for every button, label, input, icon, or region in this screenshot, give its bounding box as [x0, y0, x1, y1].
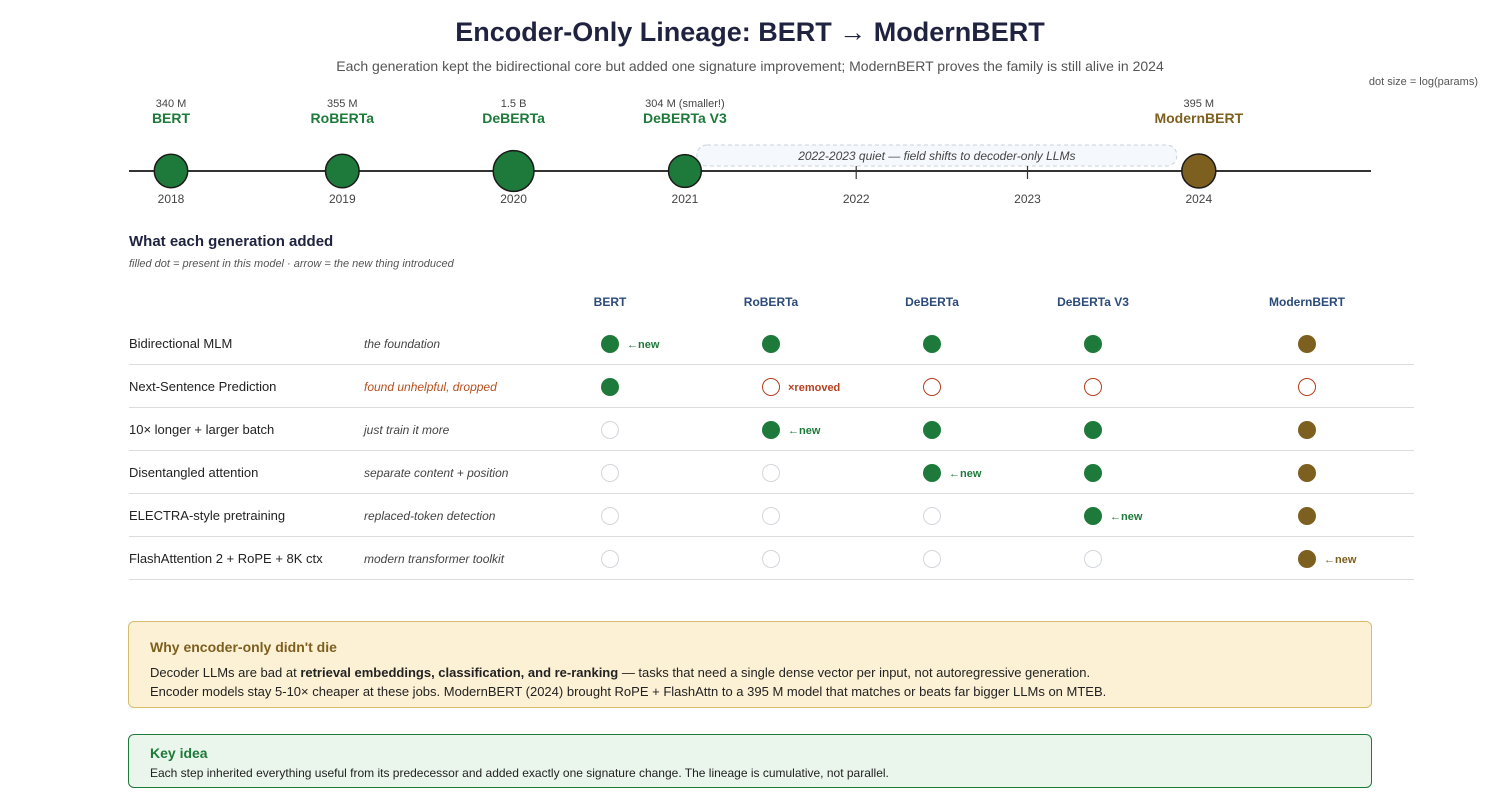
model-name-label: BERT	[152, 110, 191, 126]
feature-dot	[601, 507, 619, 525]
year-label: 2020	[500, 192, 527, 206]
feature-dot	[762, 378, 780, 396]
model-params-label: 355 M	[327, 98, 358, 110]
feature-dot	[923, 378, 941, 396]
table-row: Disentangled attention separate content +…	[129, 451, 1414, 494]
why-text-post: — tasks that need a single dense vector …	[618, 665, 1091, 680]
removed-tag: ×removed	[788, 382, 841, 394]
model-name-label: ModernBERT	[1154, 110, 1243, 126]
feature-dot	[762, 421, 780, 439]
key-idea-box: Key idea Each step inherited everything …	[128, 734, 1372, 788]
year-label: 2024	[1185, 192, 1212, 206]
row-note: just train it more	[364, 423, 450, 437]
feature-dot	[601, 464, 619, 482]
model-dot	[153, 153, 189, 189]
table-row: Bidirectional MLM the foundation ←new	[129, 322, 1414, 365]
feature-dot	[923, 464, 941, 482]
feature-dot	[601, 550, 619, 568]
new-tag: ←new	[1324, 554, 1357, 566]
model-dot	[324, 153, 360, 189]
column-header: RoBERTa	[743, 295, 799, 309]
feature-dot	[923, 335, 941, 353]
feature-dot	[762, 464, 780, 482]
row-note: the foundation	[364, 337, 441, 351]
column-header: BERT	[593, 295, 627, 309]
feature-dot	[1084, 421, 1102, 439]
dot-size-legend: dot size = log(params)	[1368, 76, 1478, 88]
model-name-label: RoBERTa	[311, 110, 375, 126]
feature-dot	[1084, 378, 1102, 396]
column-header: ModernBERT	[1269, 295, 1345, 309]
model-name-label: DeBERTa V3	[643, 110, 727, 126]
key-idea-title: Key idea	[150, 745, 208, 761]
new-tag: ←new	[627, 339, 660, 351]
page-subtitle: Each generation kept the bidirectional c…	[336, 58, 1164, 74]
key-idea-text: Each step inherited everything useful fr…	[150, 766, 889, 780]
timeline-diagram: 2022-2023 quiet — field shifts to decode…	[129, 98, 1371, 206]
year-label: 2022	[843, 192, 870, 206]
generations-title: What each generation added	[129, 233, 334, 250]
feature-dot	[1298, 378, 1316, 396]
feature-dot	[1084, 507, 1102, 525]
year-label: 2018	[158, 192, 185, 206]
model-dot	[1181, 153, 1217, 189]
row-label: ELECTRA-style pretraining	[129, 508, 286, 523]
table-row: Next-Sentence Prediction found unhelpful,…	[129, 365, 1414, 408]
why-encoder-line-1: Decoder LLMs are bad at retrieval embedd…	[150, 663, 1350, 682]
why-text-bold: retrieval embeddings, classification, an…	[300, 665, 619, 680]
row-label: Disentangled attention	[129, 465, 259, 480]
feature-dot	[1298, 335, 1316, 353]
feature-dot	[1084, 335, 1102, 353]
feature-dot	[1298, 464, 1316, 482]
feature-dot	[923, 550, 941, 568]
table-row: FlashAttention 2 + RoPE + 8K ctx modern t…	[129, 537, 1414, 580]
gap-note-text: 2022-2023 quiet — field shifts to decode…	[797, 149, 1075, 163]
column-header: DeBERTa V3	[1057, 295, 1129, 309]
feature-dot	[1298, 550, 1316, 568]
feature-dot	[1084, 464, 1102, 482]
feature-dot	[1298, 507, 1316, 525]
row-label: Next-Sentence Prediction	[129, 379, 277, 394]
new-tag: ←new	[788, 425, 821, 437]
model-dot	[667, 153, 703, 189]
row-note: replaced-token detection	[364, 509, 496, 523]
year-label: 2023	[1014, 192, 1041, 206]
feature-dot	[923, 421, 941, 439]
feature-dot	[1298, 421, 1316, 439]
feature-dot	[1084, 550, 1102, 568]
model-params-label: 395 M	[1184, 98, 1215, 110]
model-params-label: 340 M	[156, 98, 187, 110]
feature-dot	[762, 507, 780, 525]
model-params-label: 1.5 B	[501, 98, 527, 110]
why-text-pre: Decoder LLMs are bad at	[150, 665, 301, 680]
row-label: 10× longer + larger batch	[129, 422, 275, 437]
feature-dot	[601, 421, 619, 439]
row-note: found unhelpful, dropped	[364, 380, 497, 394]
why-encoder-title: Why encoder-only didn't die	[150, 639, 337, 655]
page-title: Encoder-Only Lineage: BERT → ModernBERT	[455, 17, 1045, 47]
why-encoder-box: Why encoder-only didn't die Decoder LLMs…	[128, 621, 1372, 708]
feature-dot	[762, 550, 780, 568]
feature-dot	[601, 335, 619, 353]
why-encoder-line-2: Encoder models stay 5-10× cheaper at the…	[150, 684, 1107, 699]
model-params-label: 304 M (smaller!)	[645, 98, 724, 110]
feature-dot	[601, 378, 619, 396]
model-dot	[492, 149, 535, 193]
generations-note: filled dot = present in this model · arr…	[129, 258, 454, 270]
row-label: Bidirectional MLM	[129, 336, 233, 351]
feature-dot	[762, 335, 780, 353]
table-row: 10× longer + larger batch just train it m…	[129, 408, 1414, 451]
table-row: ELECTRA-style pretraining replaced-token …	[129, 494, 1414, 537]
row-label: FlashAttention 2 + RoPE + 8K ctx	[129, 551, 323, 566]
new-tag: ←new	[1110, 511, 1143, 523]
new-tag: ←new	[949, 468, 982, 480]
row-note: separate content + position	[364, 466, 509, 480]
feature-dot	[923, 507, 941, 525]
model-name-label: DeBERTa	[482, 110, 545, 126]
gap-note-pill	[696, 144, 1178, 167]
year-label: 2021	[672, 192, 699, 206]
year-label: 2019	[329, 192, 356, 206]
column-header: DeBERTa	[905, 295, 959, 309]
row-note: modern transformer toolkit	[364, 552, 505, 566]
